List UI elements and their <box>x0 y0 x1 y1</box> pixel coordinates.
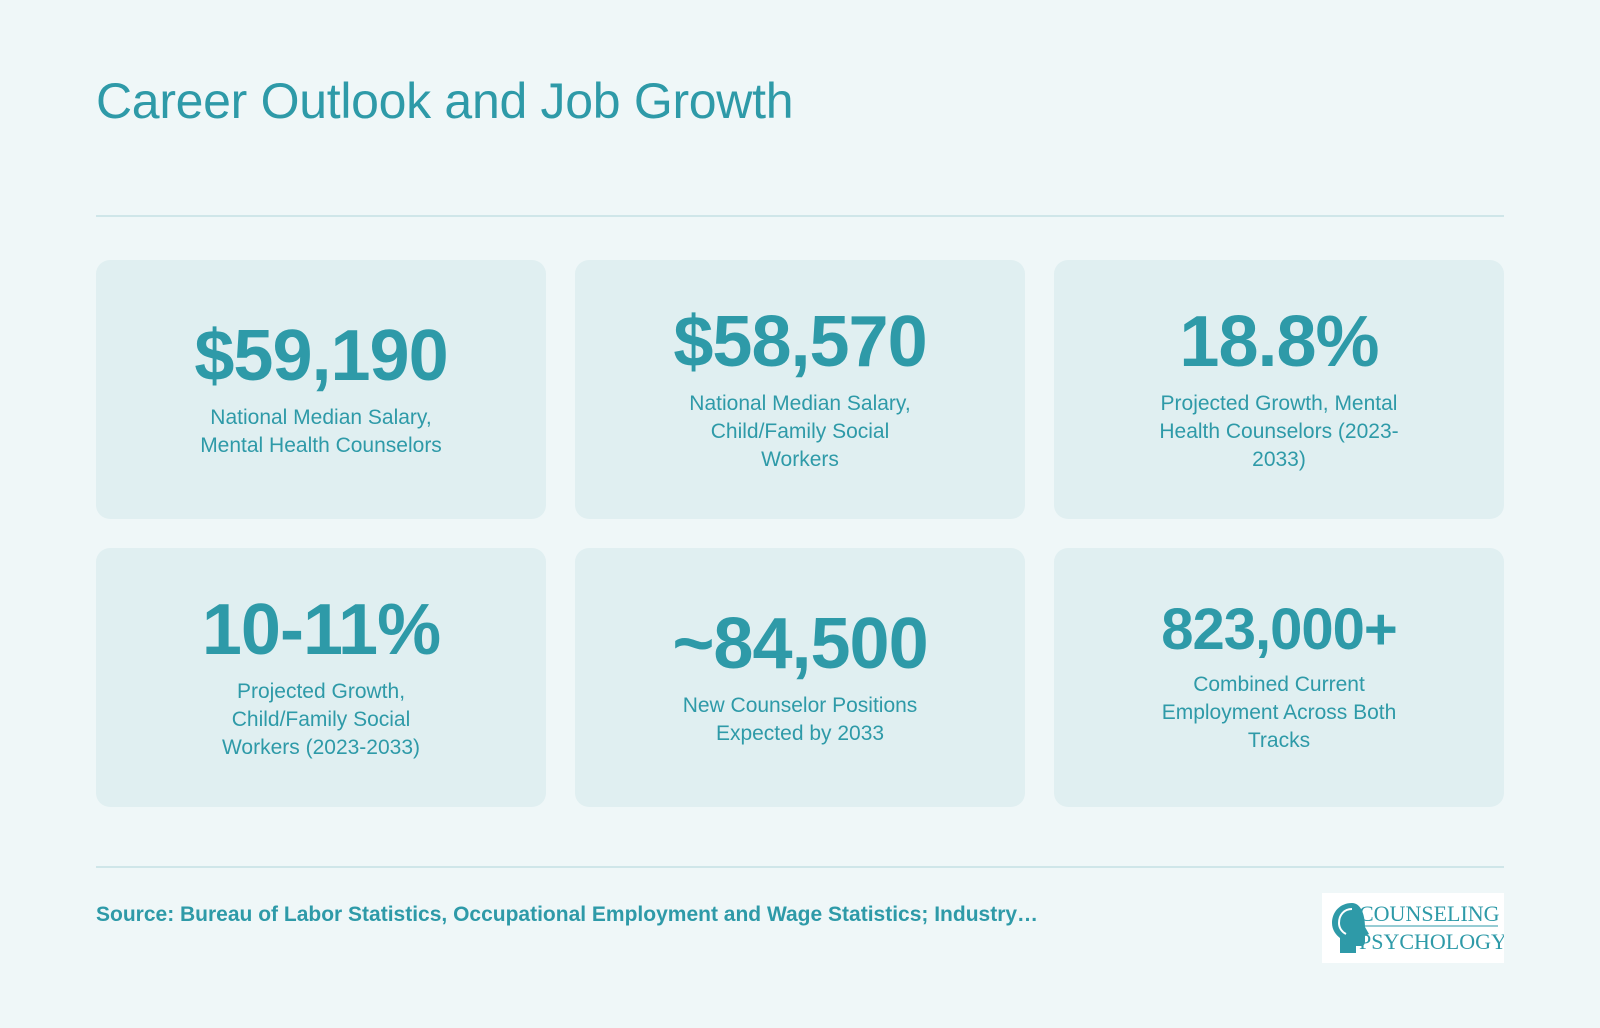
counseling-psychology-logo: COUNSELING PSYCHOLOGY <box>1322 893 1504 963</box>
stat-label: National Median Salary, Child/Family Soc… <box>689 391 911 471</box>
stat-label: Projected Growth, Child/Family Social Wo… <box>221 679 421 759</box>
top-divider <box>96 215 1504 217</box>
stat-value: 18.8% <box>1179 301 1379 382</box>
stat-value: 10-11% <box>201 589 441 670</box>
stat-card: $58,570 National Median Salary, Child/Fa… <box>575 260 1025 519</box>
stat-label: Projected Growth, Mental Health Counselo… <box>1159 391 1399 471</box>
page-title: Career Outlook and Job Growth <box>96 73 794 129</box>
bottom-divider <box>96 866 1504 868</box>
stat-card: 10-11% Projected Growth, Child/Family So… <box>96 548 546 807</box>
stat-label: New Counselor Positions Expected by 2033 <box>682 693 918 745</box>
stat-card: ~84,500 New Counselor Positions Expected… <box>575 548 1025 807</box>
stat-card: 18.8% Projected Growth, Mental Health Co… <box>1054 260 1504 519</box>
stats-grid: $59,190 National Median Salary, Mental H… <box>96 260 1504 807</box>
source-note: Source: Bureau of Labor Statistics, Occu… <box>96 903 1039 926</box>
stat-value: ~84,500 <box>672 603 928 684</box>
stat-value: $59,190 <box>194 315 448 396</box>
head-profile-icon <box>1332 903 1369 953</box>
stat-label: Combined Current Employment Across Both … <box>1161 672 1397 752</box>
logo-line1: COUNSELING <box>1359 901 1500 926</box>
stat-value: 823,000+ <box>1161 596 1398 662</box>
stat-card: 823,000+ Combined Current Employment Acr… <box>1054 548 1504 807</box>
logo-line2: PSYCHOLOGY <box>1359 929 1504 954</box>
stat-value: $58,570 <box>673 301 927 382</box>
stat-label: National Median Salary, Mental Health Co… <box>200 405 442 457</box>
stat-card: $59,190 National Median Salary, Mental H… <box>96 260 546 519</box>
